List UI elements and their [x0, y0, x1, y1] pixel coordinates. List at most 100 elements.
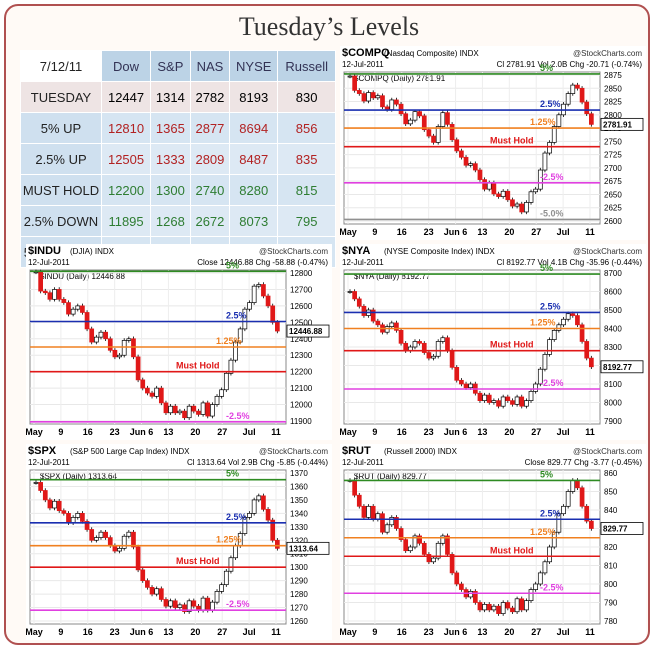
- candle-body: [533, 583, 539, 590]
- candle-body: [398, 329, 404, 344]
- column-header-russell: Russell: [277, 50, 336, 82]
- level-label: 2.5%: [540, 508, 561, 518]
- table-cell: 835: [277, 143, 336, 175]
- table-cell: 12447: [100, 81, 152, 113]
- candle-body: [112, 349, 118, 358]
- level-label: Must Hold: [490, 136, 534, 146]
- candle-body: [247, 302, 252, 310]
- candle-body: [417, 111, 422, 117]
- x-tick-label: 11: [271, 427, 281, 437]
- chart-source: @StockCharts.com: [573, 447, 642, 456]
- candle-body: [472, 163, 478, 171]
- sp500-chart-panel: $SPX (S&P 500 Large Cap Index) INDX @Stock…: [25, 444, 332, 640]
- candle-body: [126, 338, 132, 341]
- x-tick-label: May: [340, 427, 357, 437]
- candle-body: [177, 604, 183, 608]
- y-tick-label: 860: [604, 469, 618, 478]
- candle-body: [398, 103, 404, 115]
- x-tick-label: 27: [217, 427, 227, 437]
- y-tick-label: 8000: [604, 399, 622, 408]
- table-cell: 2809: [189, 143, 231, 175]
- candle-body: [356, 90, 362, 94]
- candle-body: [375, 320, 381, 326]
- candle-body: [477, 169, 483, 180]
- candle-body: [407, 119, 413, 125]
- candle-body: [589, 520, 594, 529]
- chart-name: (S&P 500 Large Cap Index) INDX: [70, 447, 190, 456]
- y-tick-label: 840: [604, 506, 618, 515]
- candle-body: [426, 554, 432, 563]
- candlestick-chart: $INDU (DJIA) INDX @StockCharts.com 12-Jul-2…: [25, 245, 330, 437]
- level-label: Must Hold: [176, 361, 220, 371]
- candle-body: [80, 305, 85, 313]
- y-tick-label: 850: [604, 488, 618, 497]
- candle-body: [472, 591, 478, 603]
- row-label: 5% UP: [20, 112, 102, 144]
- candle-body: [47, 499, 53, 509]
- x-tick-label: 13: [477, 227, 487, 237]
- nyse-chart-panel: $NYA (NYSE Composite Index) INDX @StockCha…: [339, 244, 646, 440]
- candle-body: [261, 284, 266, 297]
- candle-body: [172, 405, 178, 414]
- y-tick-label: 7900: [604, 417, 622, 426]
- chart-source: @StockCharts.com: [573, 49, 642, 58]
- y-tick-label: 2650: [604, 190, 622, 199]
- candle-body: [103, 331, 108, 340]
- candle-body: [56, 289, 62, 300]
- candle-body: [380, 513, 385, 533]
- candle-body: [361, 305, 367, 316]
- candle-body: [426, 352, 432, 359]
- candle-body: [407, 546, 413, 552]
- candle-body: [200, 402, 206, 415]
- candle-body: [182, 604, 187, 612]
- candle-body: [528, 191, 534, 203]
- candle-body: [247, 513, 252, 518]
- candle-body: [219, 389, 225, 397]
- candle-body: [233, 341, 238, 361]
- page-title: Tuesday’s Levels: [238, 12, 420, 41]
- candle-body: [463, 383, 469, 389]
- candle-body: [589, 113, 594, 125]
- candle-body: [547, 142, 552, 154]
- candle-body: [496, 193, 501, 197]
- chart-stats: Cl 1313.64 Vol 2.9B Chg -5.85 (-0.44%): [187, 458, 328, 467]
- candle-body: [510, 199, 515, 207]
- candle-body: [219, 584, 225, 592]
- candle-body: [459, 150, 464, 158]
- y-tick-label: 780: [604, 617, 618, 626]
- plot-area: [29, 469, 287, 625]
- candle-body: [454, 366, 460, 381]
- candle-body: [440, 112, 446, 127]
- candle-body: [163, 599, 169, 607]
- candle-body: [412, 111, 418, 121]
- chart-symbol: $NYA: [342, 245, 370, 257]
- candle-body: [537, 169, 543, 190]
- candlestick-chart: $SPX (S&P 500 Large Cap Index) INDX @Stock…: [25, 445, 330, 637]
- level-label: 1.25%: [216, 336, 242, 346]
- chart-legend: $NYA (Daily) 8192.77: [354, 272, 431, 281]
- y-tick-label: 8600: [604, 288, 622, 297]
- candle-body: [145, 580, 150, 588]
- chart-legend: $COMPQ (Daily) 2781.91: [354, 74, 446, 83]
- candle-body: [431, 355, 436, 359]
- level-label: 5%: [540, 263, 553, 273]
- level-label: -2.5%: [540, 582, 564, 592]
- chart-date: 12-Jul-2011: [342, 458, 384, 467]
- candle-body: [256, 495, 262, 501]
- last-price-tag: [600, 117, 644, 131]
- table-row: 2.5% UP 12505 1333 2809 8487 835: [20, 143, 336, 175]
- candle-body: [579, 487, 585, 507]
- y-tick-label: 12100: [290, 384, 313, 393]
- x-tick-label: 16: [397, 627, 407, 637]
- candle-body: [551, 126, 557, 143]
- candle-body: [154, 588, 160, 595]
- levels-table: 7/12/11 Dow S&P NAS NYSE Russell TUESDAY…: [20, 50, 336, 268]
- table-cell: 2877: [189, 112, 231, 144]
- y-tick-label: 2700: [604, 164, 622, 173]
- x-tick-label: 16: [83, 627, 93, 637]
- chart-source: @StockCharts.com: [259, 247, 328, 256]
- candle-body: [131, 338, 136, 358]
- candle-body: [172, 600, 178, 608]
- candle-body: [412, 341, 418, 348]
- candle-body: [149, 392, 155, 397]
